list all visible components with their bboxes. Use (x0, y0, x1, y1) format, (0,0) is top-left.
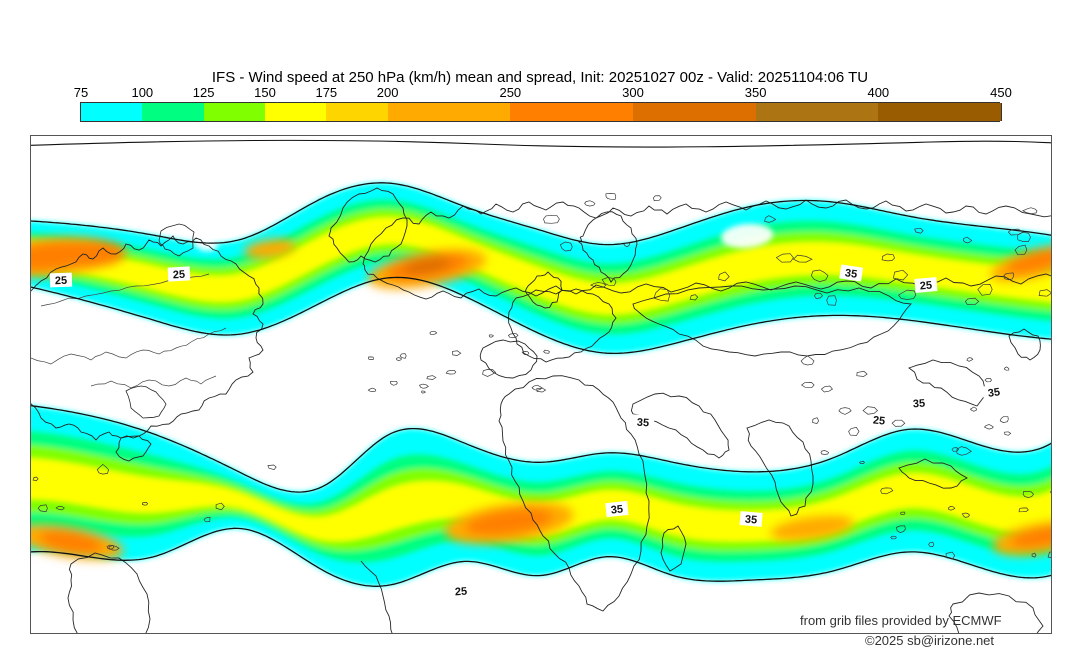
svg-text:35: 35 (912, 398, 925, 411)
svg-text:35: 35 (987, 386, 1001, 400)
svg-text:35: 35 (744, 513, 757, 526)
svg-text:25: 25 (454, 586, 467, 599)
svg-text:25: 25 (872, 414, 885, 427)
svg-text:35: 35 (610, 503, 623, 516)
svg-text:25: 25 (919, 279, 932, 292)
svg-text:25: 25 (173, 269, 186, 282)
svg-text:35: 35 (636, 417, 649, 430)
svg-text:25: 25 (55, 275, 68, 287)
svg-text:35: 35 (844, 267, 858, 281)
